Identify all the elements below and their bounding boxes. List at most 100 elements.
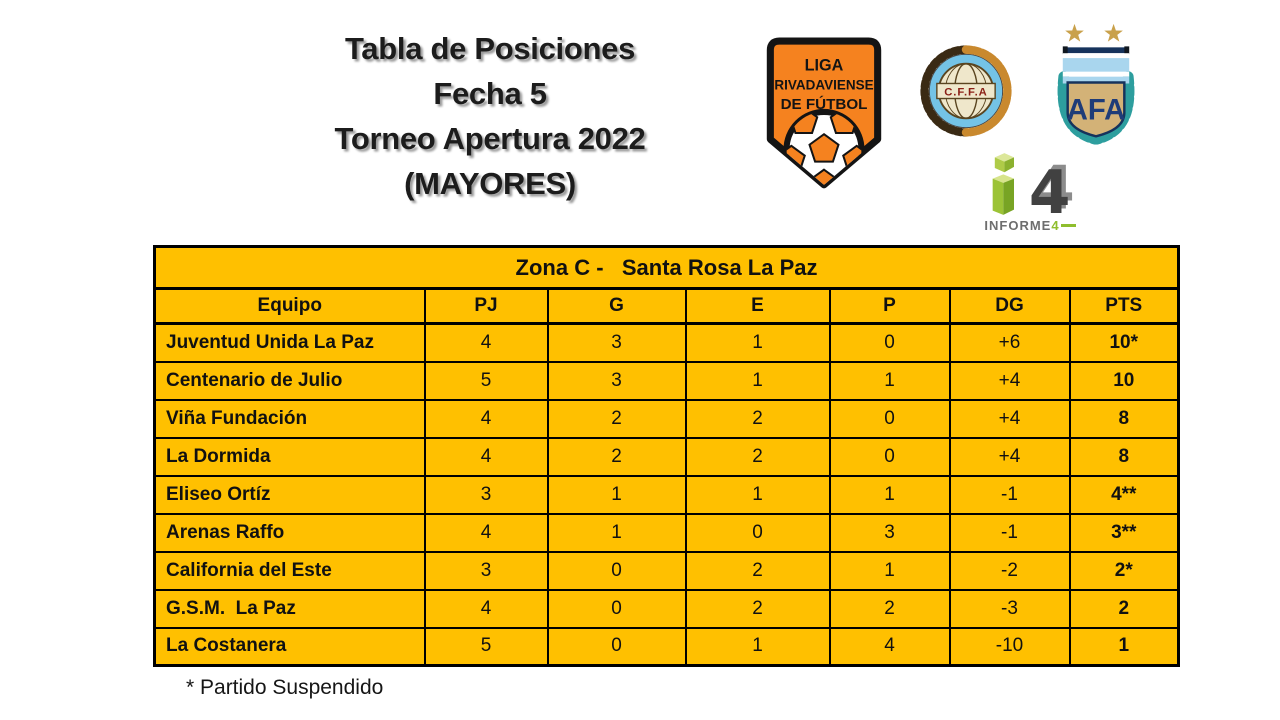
table-row: Viña Fundación 4 2 2 0 +4 8	[153, 398, 1180, 439]
table-row: G.S.M. La Paz 4 0 2 2 -3 2	[153, 588, 1180, 629]
informe4-wordmark: INFORME4	[982, 218, 1078, 234]
pj-value: 4	[423, 588, 549, 629]
pts-value: 8	[1068, 398, 1180, 439]
team-name: G.S.M. La Paz	[153, 588, 426, 629]
table-row: Eliseo Ortíz 3 1 1 1 -1 4**	[153, 474, 1180, 515]
col-header-g: G	[546, 287, 687, 325]
dg-value: -1	[948, 474, 1071, 515]
table-row: Juventud Unida La Paz 4 3 1 0 +6 10*	[153, 322, 1180, 363]
standings-table-wrap: Zona C - Santa Rosa La Paz Equipo PJ G E…	[153, 245, 1181, 667]
col-header-pj: PJ	[423, 287, 549, 325]
pts-value: 3**	[1068, 512, 1180, 553]
table-row: Centenario de Julio 5 3 1 1 +4 10	[153, 360, 1180, 401]
team-name: Viña Fundación	[153, 398, 426, 439]
dg-value: +4	[948, 360, 1071, 401]
e-value: 1	[684, 474, 831, 515]
table-row: La Costanera 5 0 1 4 -10 1	[153, 626, 1180, 667]
p-value: 2	[828, 588, 951, 629]
e-value: 2	[684, 550, 831, 591]
pts-value: 2	[1068, 588, 1180, 629]
e-value: 1	[684, 360, 831, 401]
title-line-4: (MAYORES)	[404, 166, 576, 201]
zone-title: Zona C - Santa Rosa La Paz	[153, 245, 1180, 290]
standings-table: Zona C - Santa Rosa La Paz Equipo PJ G E…	[153, 245, 1181, 667]
afa-logo: AFA	[1052, 20, 1140, 147]
informe4-blocks-icon: 4 4	[992, 153, 1075, 218]
p-value: 4	[828, 626, 951, 667]
g-value: 2	[546, 436, 687, 477]
e-value: 2	[684, 588, 831, 629]
g-value: 1	[546, 474, 687, 515]
p-value: 0	[828, 398, 951, 439]
team-name: Juventud Unida La Paz	[153, 322, 426, 363]
pj-value: 4	[423, 436, 549, 477]
pts-value: 8	[1068, 436, 1180, 477]
pts-value: 2*	[1068, 550, 1180, 591]
informe4-glyph-back: 4	[1033, 155, 1075, 218]
team-name: Arenas Raffo	[153, 512, 426, 553]
cffa-logo: C.F.F.A	[919, 44, 1013, 138]
suspended-match-note: * Partido Suspendido	[186, 676, 384, 699]
liga-badge-icon: LIGA RIVADAVIENSE DE FÚTBOL	[766, 37, 882, 189]
pj-value: 5	[423, 360, 549, 401]
p-value: 0	[828, 436, 951, 477]
liga-text-line2: RIVADAVIENSE	[774, 78, 873, 94]
team-name: La Costanera	[153, 626, 426, 667]
zone-title-row: Zona C - Santa Rosa La Paz	[153, 245, 1180, 290]
cffa-text: C.F.F.A	[944, 87, 988, 99]
table-row: Arenas Raffo 4 1 0 3 -1 3**	[153, 512, 1180, 553]
g-value: 0	[546, 550, 687, 591]
afa-monogram: AFA	[1067, 94, 1126, 127]
table-row: California del Este 3 0 2 1 -2 2*	[153, 550, 1180, 591]
g-value: 0	[546, 588, 687, 629]
team-name: La Dormida	[153, 436, 426, 477]
col-header-p: P	[828, 287, 951, 325]
e-value: 1	[684, 322, 831, 363]
title-line-2: Fecha 5	[433, 76, 547, 111]
informe4-wordmark-4: 4	[1051, 218, 1060, 233]
e-value: 2	[684, 436, 831, 477]
p-value: 1	[828, 360, 951, 401]
informe4-wordmark-text: INFORME	[984, 218, 1052, 233]
g-value: 0	[546, 626, 687, 667]
p-value: 1	[828, 474, 951, 515]
pts-value: 10*	[1068, 322, 1180, 363]
page-title: Tabla de Posiciones Fecha 5 Torneo Apert…	[150, 26, 830, 206]
afa-star-right	[1104, 23, 1123, 42]
dg-value: -10	[948, 626, 1071, 667]
pts-value: 4**	[1068, 474, 1180, 515]
pj-value: 4	[423, 512, 549, 553]
pj-value: 4	[423, 322, 549, 363]
dg-value: -2	[948, 550, 1071, 591]
col-header-pts: PTS	[1068, 287, 1180, 325]
pj-value: 4	[423, 398, 549, 439]
team-name: Centenario de Julio	[153, 360, 426, 401]
informe4-logo: 4 4 INFORME4	[982, 150, 1078, 238]
afa-crest-icon: AFA	[1057, 23, 1135, 145]
pj-value: 3	[423, 474, 549, 515]
col-header-e: E	[684, 287, 831, 325]
title-line-1: Tabla de Posiciones	[344, 31, 636, 66]
liga-text-line3: DE FÚTBOL	[781, 95, 868, 113]
g-value: 3	[546, 322, 687, 363]
dg-value: +4	[948, 436, 1071, 477]
liga-rivadaviense-logo: LIGA RIVADAVIENSE DE FÚTBOL	[761, 36, 887, 198]
p-value: 0	[828, 322, 951, 363]
p-value: 1	[828, 550, 951, 591]
column-header-row: Equipo PJ G E P DG PTS	[153, 287, 1180, 325]
pts-value: 10	[1068, 360, 1180, 401]
dg-value: -1	[948, 512, 1071, 553]
cffa-crest-icon: C.F.F.A	[920, 45, 1012, 137]
e-value: 1	[684, 626, 831, 667]
e-value: 2	[684, 398, 831, 439]
team-name: Eliseo Ortíz	[153, 474, 426, 515]
pj-value: 3	[423, 550, 549, 591]
informe4-glyph-front: 4	[1029, 159, 1071, 218]
pj-value: 5	[423, 626, 549, 667]
title-line-3: Torneo Apertura 2022	[334, 121, 646, 156]
afa-star-left	[1065, 23, 1084, 42]
dg-value: +6	[948, 322, 1071, 363]
col-header-equipo: Equipo	[153, 287, 426, 325]
informe4-dash	[1060, 224, 1076, 227]
